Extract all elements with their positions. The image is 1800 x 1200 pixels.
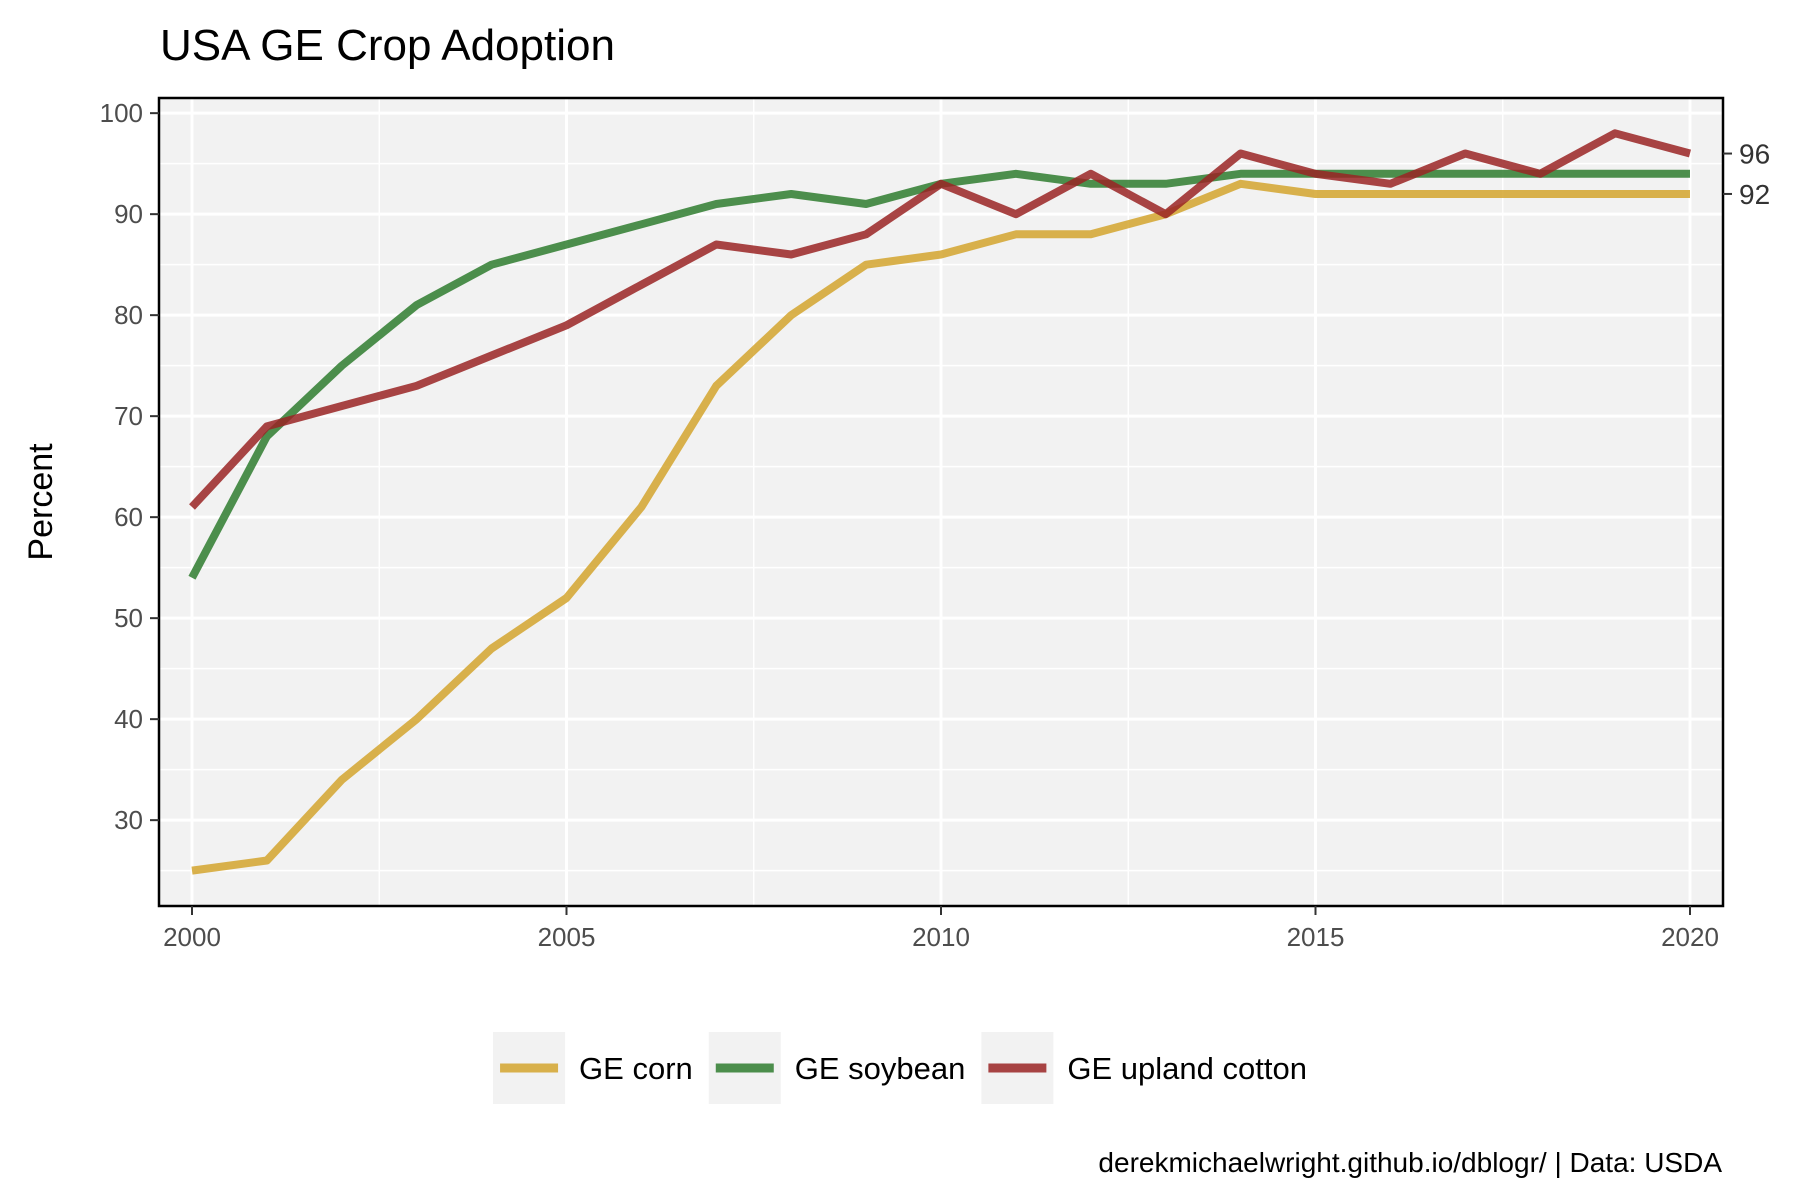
y-tick-label: 90 xyxy=(114,199,143,229)
x-axis: 2000 2005 2010 2015 2020 xyxy=(163,906,1719,952)
x-tick-label: 2000 xyxy=(163,922,221,952)
grid-lines xyxy=(159,98,1723,906)
x-tick-label: 2010 xyxy=(912,922,970,952)
chart-title: USA GE Crop Adoption xyxy=(160,21,615,70)
legend: GE corn GE soybean GE upland cotton xyxy=(493,1032,1307,1104)
y-tick-label: 60 xyxy=(114,502,143,532)
y-tick-label: 80 xyxy=(114,300,143,330)
y-axis: 30 40 50 60 70 80 90 100 xyxy=(100,98,159,835)
y-axis-title: Percent xyxy=(22,443,60,561)
caption: derekmichaelwright.github.io/dblogr/ | D… xyxy=(1098,1147,1722,1178)
y-tick-label: 70 xyxy=(114,401,143,431)
end-value-label: 96 xyxy=(1739,139,1770,170)
y-tick-label: 30 xyxy=(114,805,143,835)
series-line-ge-corn xyxy=(191,179,1690,875)
y-tick-label: 40 xyxy=(114,704,143,734)
legend-label-ge-corn: GE corn xyxy=(579,1051,693,1086)
y-tick-label: 100 xyxy=(100,98,143,128)
end-value-label: 92 xyxy=(1739,179,1770,210)
legend-label-ge-soybean: GE soybean xyxy=(795,1051,966,1086)
y-tick-label: 50 xyxy=(114,603,143,633)
series-line-ge-upland-cotton xyxy=(189,129,1692,510)
legend-label-ge-upland-cotton: GE upland cotton xyxy=(1067,1051,1307,1086)
x-tick-label: 2005 xyxy=(538,922,596,952)
series-lines xyxy=(188,129,1692,875)
x-tick-label: 2015 xyxy=(1287,922,1345,952)
x-tick-label: 2020 xyxy=(1661,922,1719,952)
